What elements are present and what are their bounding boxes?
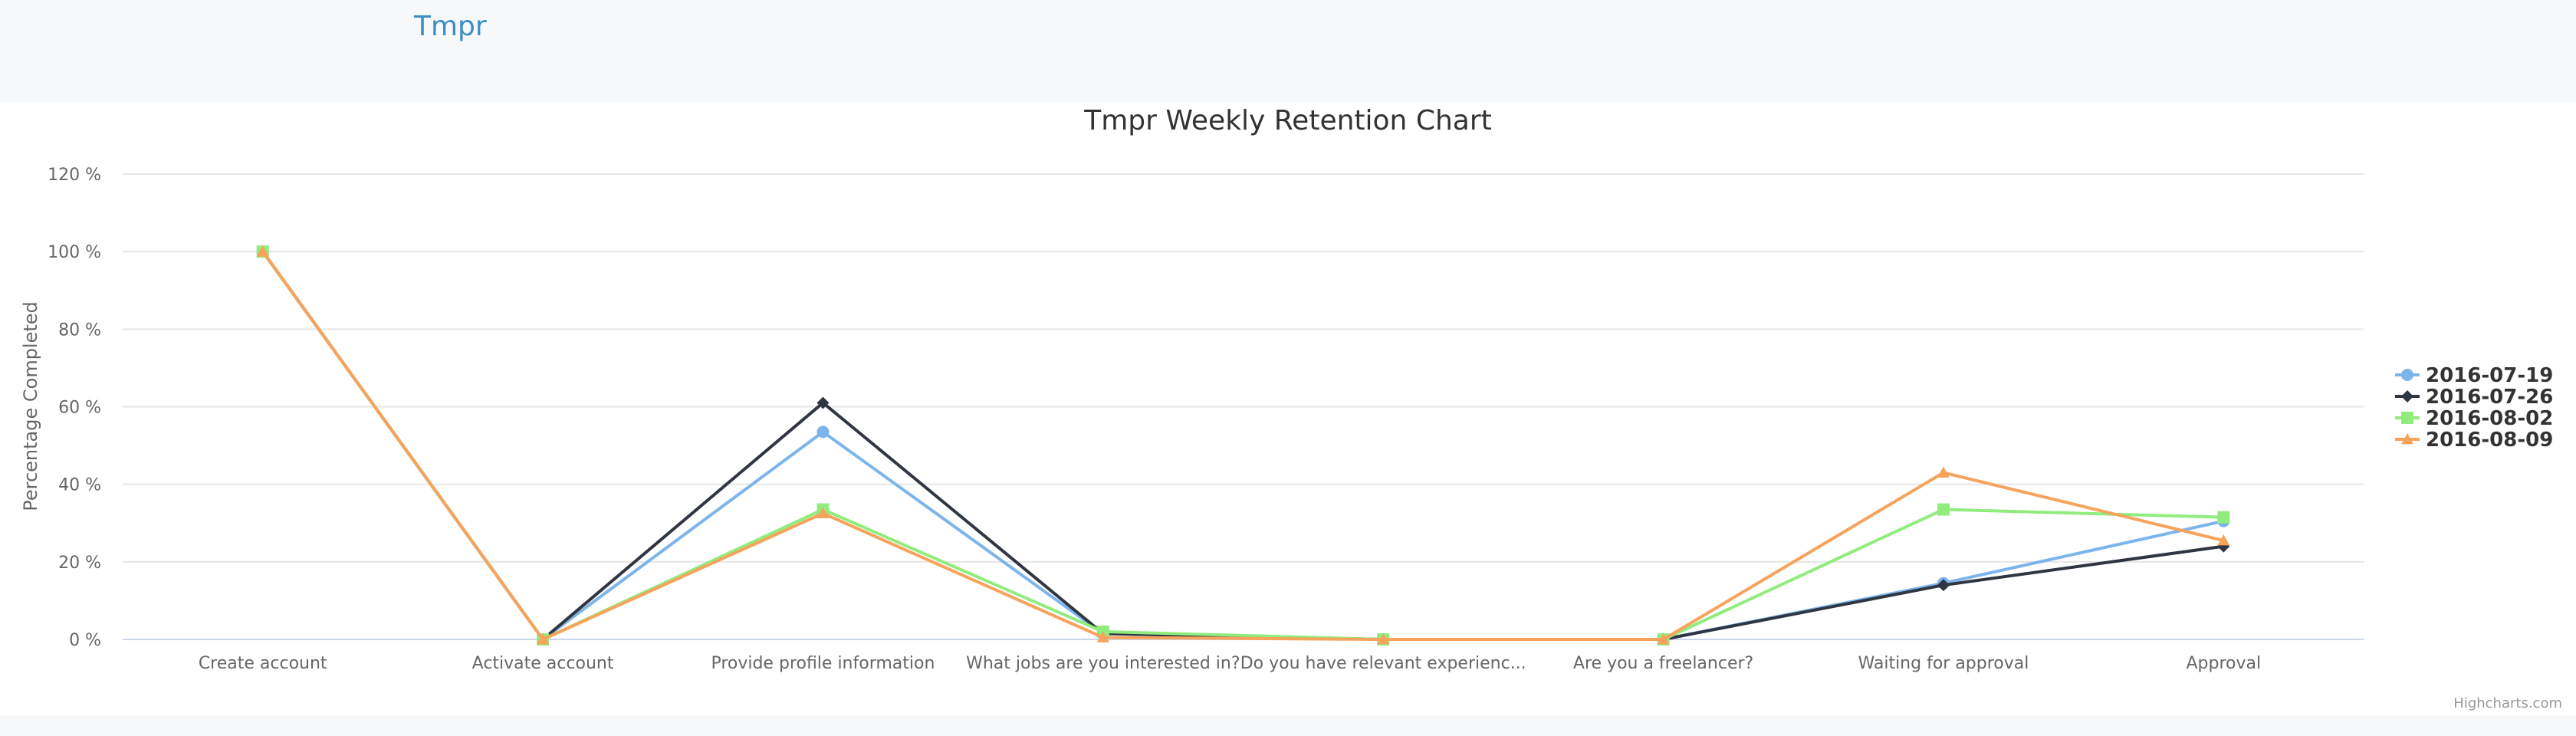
data-point[interactable] [816,507,830,519]
data-point[interactable] [1937,579,1950,592]
series-2016-07-26[interactable] [256,245,2230,646]
x-tick-label: Create account [199,654,327,673]
y-axis-label: Percentage Completed [20,301,41,511]
chart-panel: Tmpr Weekly Retention Chart Percentage C… [0,102,2576,715]
series-line[interactable] [261,250,2226,641]
legend-marker [2401,369,2413,381]
x-tick-label: Are you a freelancer? [1573,654,1753,673]
data-point[interactable] [1377,633,1390,645]
legend-marker [2401,412,2413,424]
series-line[interactable] [261,250,2226,641]
x-tick-label: What jobs are you interested in? [966,654,1240,673]
legend-label: 2016-07-26 [2426,386,2553,409]
data-point[interactable] [2217,534,2230,546]
highcharts-credit[interactable]: Highcharts.com [2453,695,2562,711]
x-tick-label: Provide profile information [711,654,935,673]
legend-marker [2401,390,2413,402]
series-line[interactable] [261,250,2226,641]
legend-item[interactable]: 2016-08-09 [2395,429,2553,452]
data-point[interactable] [2217,511,2230,524]
data-point[interactable] [816,426,830,439]
y-tick-label: 60 % [58,399,101,418]
y-tick-label: 0 % [69,631,101,650]
x-tick-label: Waiting for approval [1858,654,2029,673]
y-tick-labels: 0 % 20 % 40 % 60 % 80 % 100 % 120 % [48,166,101,650]
x-tick-labels: Create account Activate account Provide pr… [199,654,2261,673]
legend-label: 2016-08-09 [2426,429,2553,452]
grid-lines [123,173,2364,640]
data-point[interactable] [1937,466,1950,478]
data-point[interactable] [1657,633,1670,645]
y-tick-label: 40 % [58,476,101,495]
y-tick-label: 100 % [48,243,101,262]
y-tick-label: 20 % [58,554,101,573]
data-point[interactable] [816,396,830,409]
brand-link[interactable]: Tmpr [414,11,487,42]
series-2016-08-09[interactable] [256,245,2230,645]
data-point[interactable] [1937,503,1950,516]
data-point[interactable] [537,633,550,645]
footer-strip [0,715,2576,736]
y-tick-label: 120 % [48,166,101,185]
data-point[interactable] [256,245,269,257]
top-navbar: Tmpr [0,0,2576,102]
series-lines [256,245,2230,646]
legend-item[interactable]: 2016-07-26 [2395,386,2553,409]
chart-title: Tmpr Weekly Retention Chart [1083,105,1492,136]
x-tick-label: Approval [2187,654,2262,673]
y-tick-label: 80 % [58,320,101,340]
legend-item[interactable]: 2016-08-02 [2395,407,2553,430]
data-point[interactable] [1096,631,1109,642]
legend-label: 2016-08-02 [2426,407,2553,430]
legend-label: 2016-07-19 [2426,364,2553,387]
legend-item[interactable]: 2016-07-19 [2395,364,2553,387]
x-tick-label: Do you have relevant experienc... [1240,654,1526,673]
x-tick-label: Activate account [472,654,614,673]
legend-marker [2401,433,2413,445]
retention-chart: Tmpr Weekly Retention Chart Percentage C… [20,105,2562,711]
series-line[interactable] [261,250,2226,641]
